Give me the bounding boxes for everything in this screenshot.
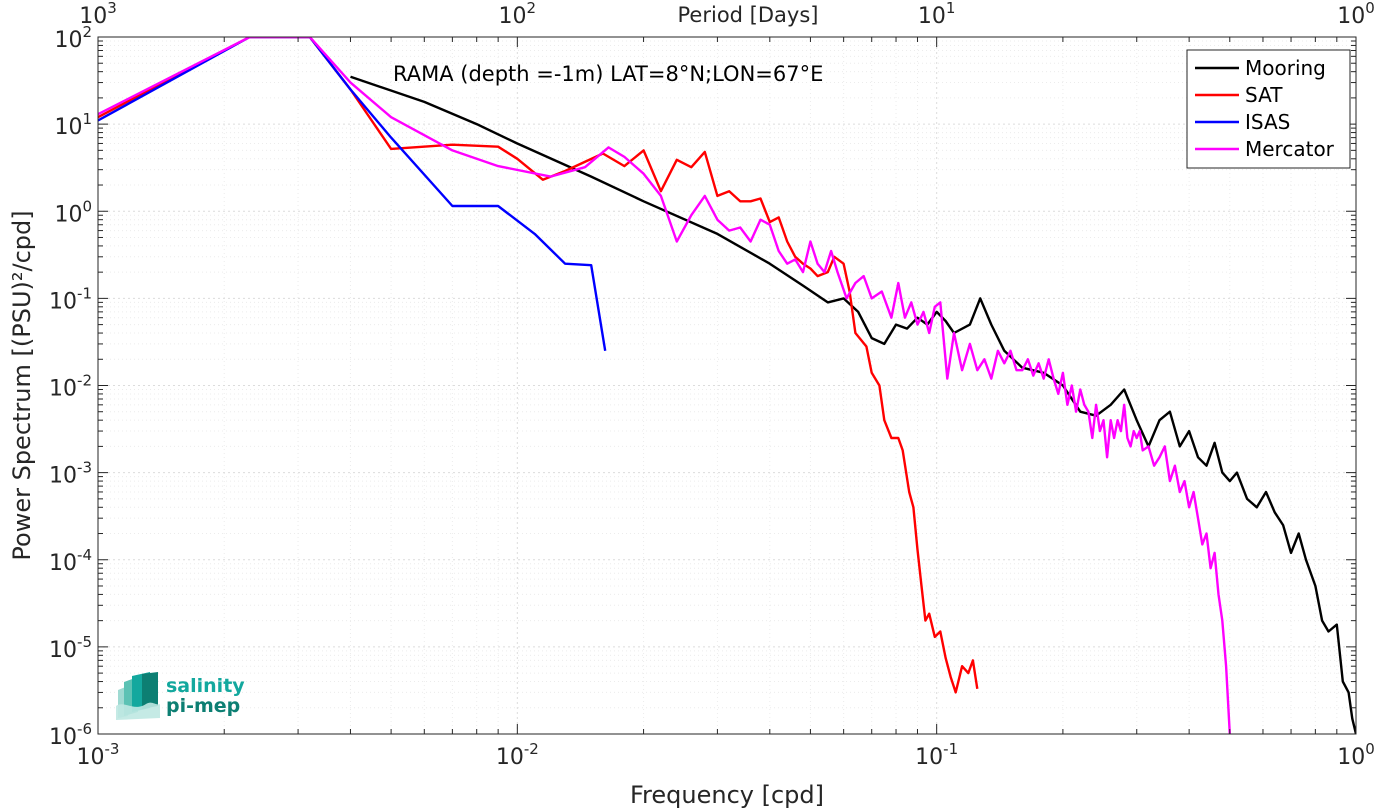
y-tick-label: 10-5 xyxy=(49,633,92,663)
legend: Mooring SAT ISAS Mercator xyxy=(1186,49,1351,169)
series-line-mercator xyxy=(98,37,1231,734)
legend-label-sat: SAT xyxy=(1245,83,1283,107)
y-tick-label: 10-6 xyxy=(49,720,92,750)
y-tick-label: 10-3 xyxy=(49,459,92,489)
ticks xyxy=(97,36,1357,735)
x-tick-label: 10-3 xyxy=(77,740,120,770)
x-tick-label: 10-1 xyxy=(915,740,958,770)
x2-tick-label: 102 xyxy=(499,0,537,29)
x2-tick-label: 101 xyxy=(918,0,956,29)
logo-mark-icon xyxy=(116,672,160,720)
x-axis-title: Frequency [cpd] xyxy=(630,781,824,809)
y-tick-label: 101 xyxy=(54,110,92,140)
legend-label-isas: ISAS xyxy=(1245,110,1290,134)
logo-text-pi-mep: pi-mep xyxy=(166,695,240,717)
series-line-isas xyxy=(98,37,607,351)
legend-label-mooring: Mooring xyxy=(1245,56,1326,80)
y-axis-title: Power Spectrum [(PSU)²/cpd] xyxy=(8,210,36,560)
y-tick-label: 100 xyxy=(54,197,92,227)
series-layer xyxy=(98,37,1356,734)
legend-label-mercator: Mercator xyxy=(1245,137,1335,161)
series-line-mooring xyxy=(350,75,1356,734)
x-tick-label: 100 xyxy=(1337,740,1375,770)
x2-tick-label: 103 xyxy=(79,0,117,29)
salinity-pi-mep-logo: salinity pi-mep xyxy=(116,672,245,720)
station-annotation: RAMA (depth =-1m) LAT=8°N;LON=67°E xyxy=(393,62,823,86)
x2-tick-label: 100 xyxy=(1337,0,1375,29)
series-line-sat xyxy=(98,37,979,694)
top-axis-title: Period [Days] xyxy=(678,3,819,27)
y-tick-label: 10-2 xyxy=(49,372,92,402)
logo-text-salinity: salinity xyxy=(166,675,245,697)
x-tick-label: 10-2 xyxy=(496,740,539,770)
y-tick-label: 10-1 xyxy=(49,284,92,314)
y-tick-label: 102 xyxy=(54,23,92,53)
y-tick-label: 10-4 xyxy=(49,546,92,576)
